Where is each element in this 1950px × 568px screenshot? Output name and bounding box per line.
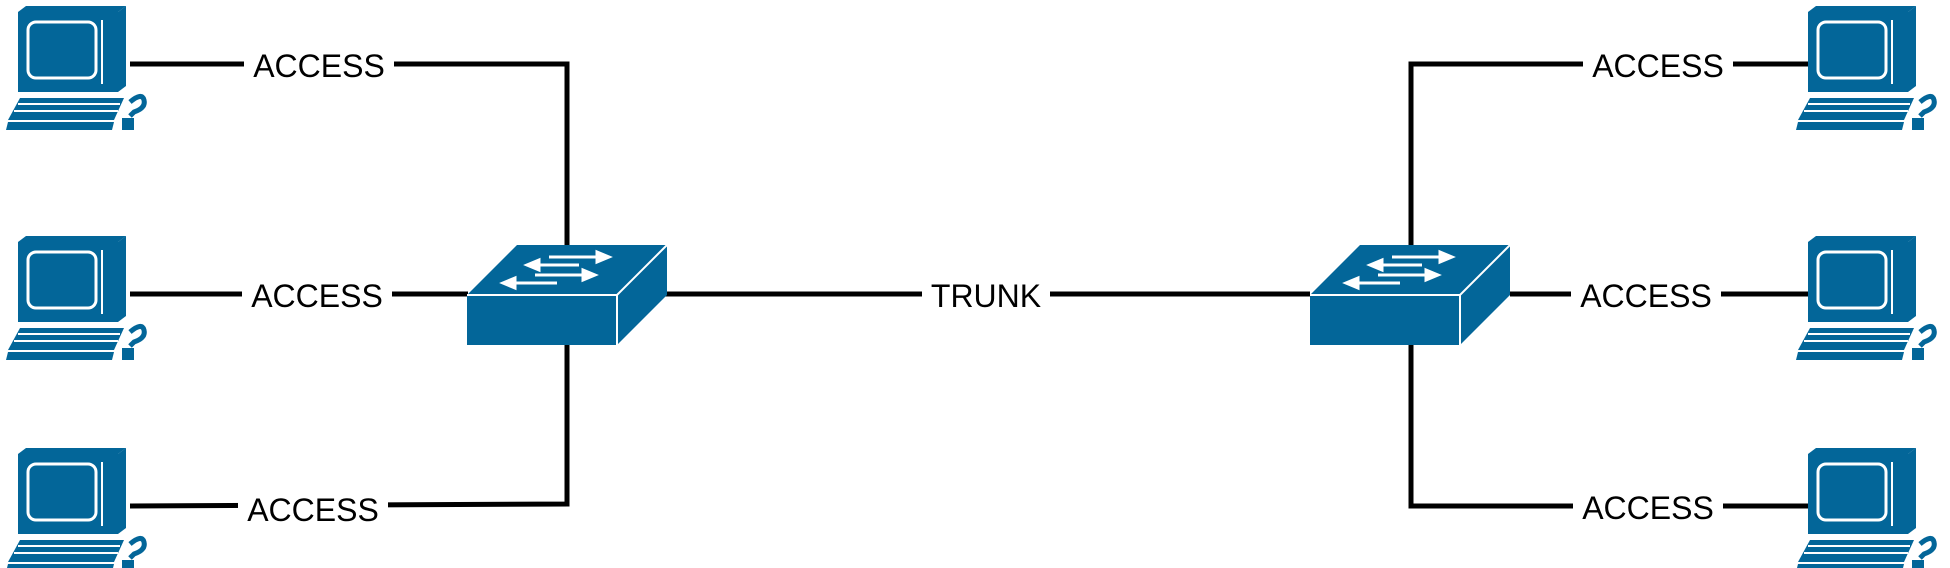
desktop-computer-icon — [1796, 236, 1934, 360]
wire-left-top — [130, 61, 570, 245]
desktop-computer-icon — [6, 448, 144, 568]
network-switch-icon — [465, 243, 669, 347]
network-switch-icon — [1308, 243, 1512, 347]
link-labels: ACCESS ACCESS ACCESS TRUNK ACCESS ACCESS… — [238, 44, 1733, 528]
wire-right-top — [1408, 61, 1808, 245]
desktop-computer-icon — [6, 6, 144, 130]
label-right-top: ACCESS — [1592, 48, 1724, 84]
label-right-middle: ACCESS — [1580, 278, 1712, 314]
desktop-computer-icon — [6, 236, 144, 360]
label-trunk: TRUNK — [931, 278, 1041, 314]
wire-right-bottom — [1408, 343, 1808, 509]
label-left-top: ACCESS — [253, 48, 385, 84]
label-left-bottom: ACCESS — [247, 492, 379, 528]
label-right-bottom: ACCESS — [1582, 490, 1714, 526]
wire-left-bottom — [129, 343, 570, 509]
label-left-middle: ACCESS — [251, 278, 383, 314]
desktop-computer-icon — [1796, 448, 1934, 568]
desktop-computer-icon — [1796, 6, 1934, 130]
